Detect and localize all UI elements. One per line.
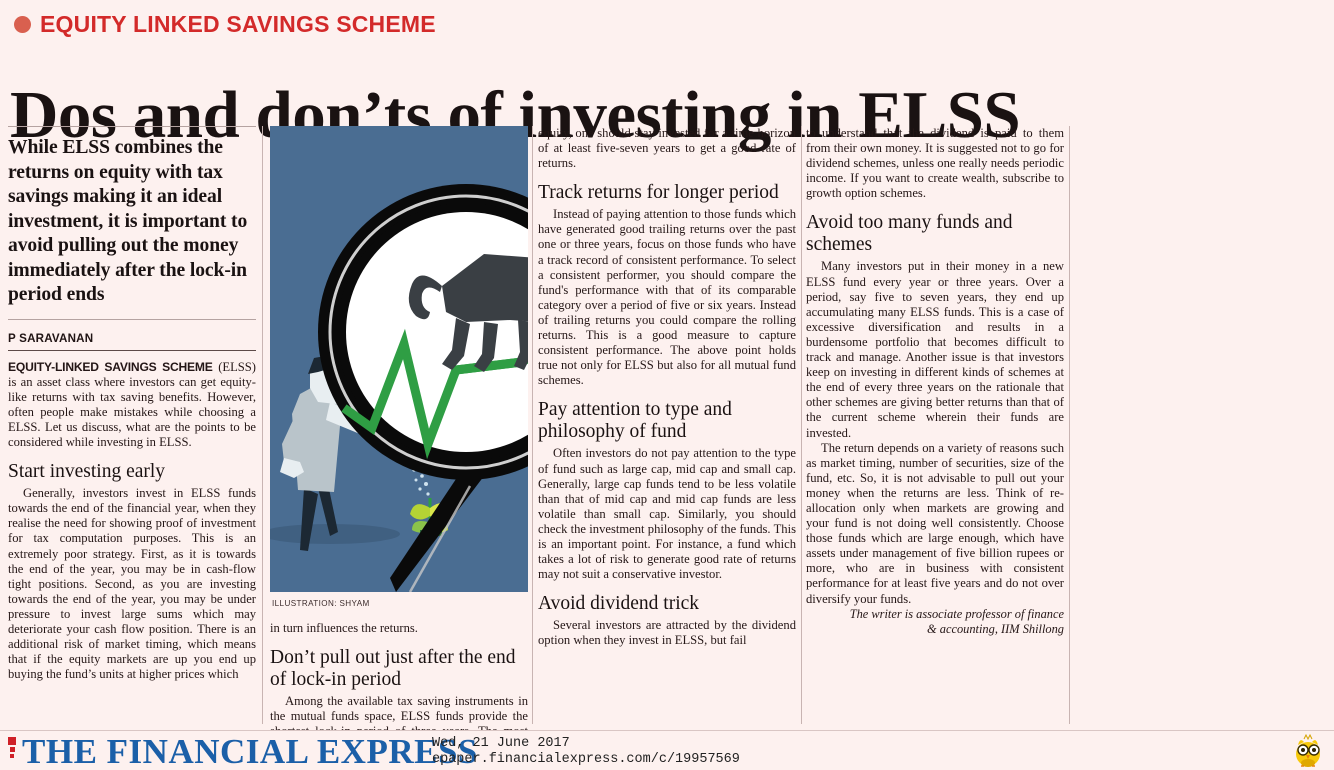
paragraph: Often investors do not pay attention to … — [538, 446, 796, 582]
page-footer: THE FINANCIAL EXPRESS Wed, 21 June 2017 … — [0, 730, 1334, 770]
masthead-title: THE FINANCIAL EXPRESS — [22, 732, 478, 770]
kicker-label: EQUITY LINKED SAVINGS SCHEME — [40, 11, 436, 37]
lead-rest-text: (ELSS) is an asset class where investors… — [8, 359, 256, 450]
paragraph: to understand that the dividend is paid … — [806, 126, 1064, 201]
paragraph: The return depends on a variety of reaso… — [806, 440, 1064, 606]
figure-caption: ILLUSTRATION: SHYAM — [272, 599, 370, 608]
author-signoff-line-1: The writer is associate professor of fin… — [849, 606, 1064, 621]
publication-date: Wed, 21 June 2017 — [432, 736, 570, 751]
footer-meta: Wed, 21 June 2017 epaper.financialexpres… — [432, 736, 740, 768]
paragraph: Several investors are attracted by the d… — [538, 618, 796, 648]
subheading-track-returns: Track returns for longer period — [538, 182, 779, 204]
column-divider — [1069, 126, 1070, 724]
lead-in-text: EQUITY-LINKED SAVINGS SCHEME — [8, 359, 213, 374]
fe-logo-mark-icon — [6, 737, 18, 765]
epaper-url[interactable]: epaper.financialexpress.com/c/19957569 — [432, 752, 740, 767]
paragraph: Among the available tax saving instrumen… — [270, 694, 528, 730]
article-column-4: to understand that the dividend is paid … — [806, 126, 1064, 730]
subheading-avoid-dividend: Avoid dividend trick — [538, 593, 700, 615]
magnifier-lens — [318, 184, 528, 480]
article-columns: While ELSS combines the returns on equit… — [0, 126, 1334, 730]
paragraph: Many investors put in their money in a n… — [806, 259, 1064, 440]
byline: P SARAVANAN — [8, 331, 94, 345]
article-column-2: ILLUSTRATION: SHYAM in turn influences t… — [270, 126, 528, 730]
illustration-figure — [270, 126, 528, 592]
column-divider — [801, 126, 802, 724]
section-kicker: EQUITY LINKED SAVINGS SCHEME — [14, 13, 436, 36]
subheading-pay-attention: Pay attention to type and philosophy of … — [538, 399, 732, 443]
bullet-dot-icon — [14, 16, 31, 33]
article-column-1: While ELSS combines the returns on equit… — [8, 126, 256, 730]
paragraph: Instead of paying attention to those fun… — [538, 207, 796, 388]
article-column-3: equity, one should stay invested for a t… — [538, 126, 796, 730]
bull-icon — [408, 254, 528, 372]
rule — [8, 318, 256, 320]
paragraph: equity, one should stay invested for a t… — [538, 126, 796, 171]
paragraph: in turn influences the returns. — [270, 621, 418, 636]
subheading-avoid-too-many: Avoid too many funds and schemes — [806, 212, 1013, 256]
illustration-svg — [270, 126, 528, 592]
paragraph: Generally, investors invest in ELSS fund… — [8, 486, 256, 682]
author-signoff-line-2: & accounting, IIM Shillong — [927, 621, 1064, 636]
subheading-start-early: Start investing early — [8, 461, 166, 483]
column-divider — [262, 126, 263, 724]
rule — [8, 126, 256, 127]
rule — [8, 349, 256, 351]
standfirst: While ELSS combines the returns on equit… — [8, 137, 248, 305]
subheading-dont-pull-out: Don’t pull out just after the end of loc… — [270, 647, 516, 691]
owl-mascot-icon — [1296, 734, 1320, 767]
lead-paragraph: EQUITY-LINKED SAVINGS SCHEME (ELSS) is a… — [8, 360, 256, 451]
column-divider — [532, 126, 533, 724]
